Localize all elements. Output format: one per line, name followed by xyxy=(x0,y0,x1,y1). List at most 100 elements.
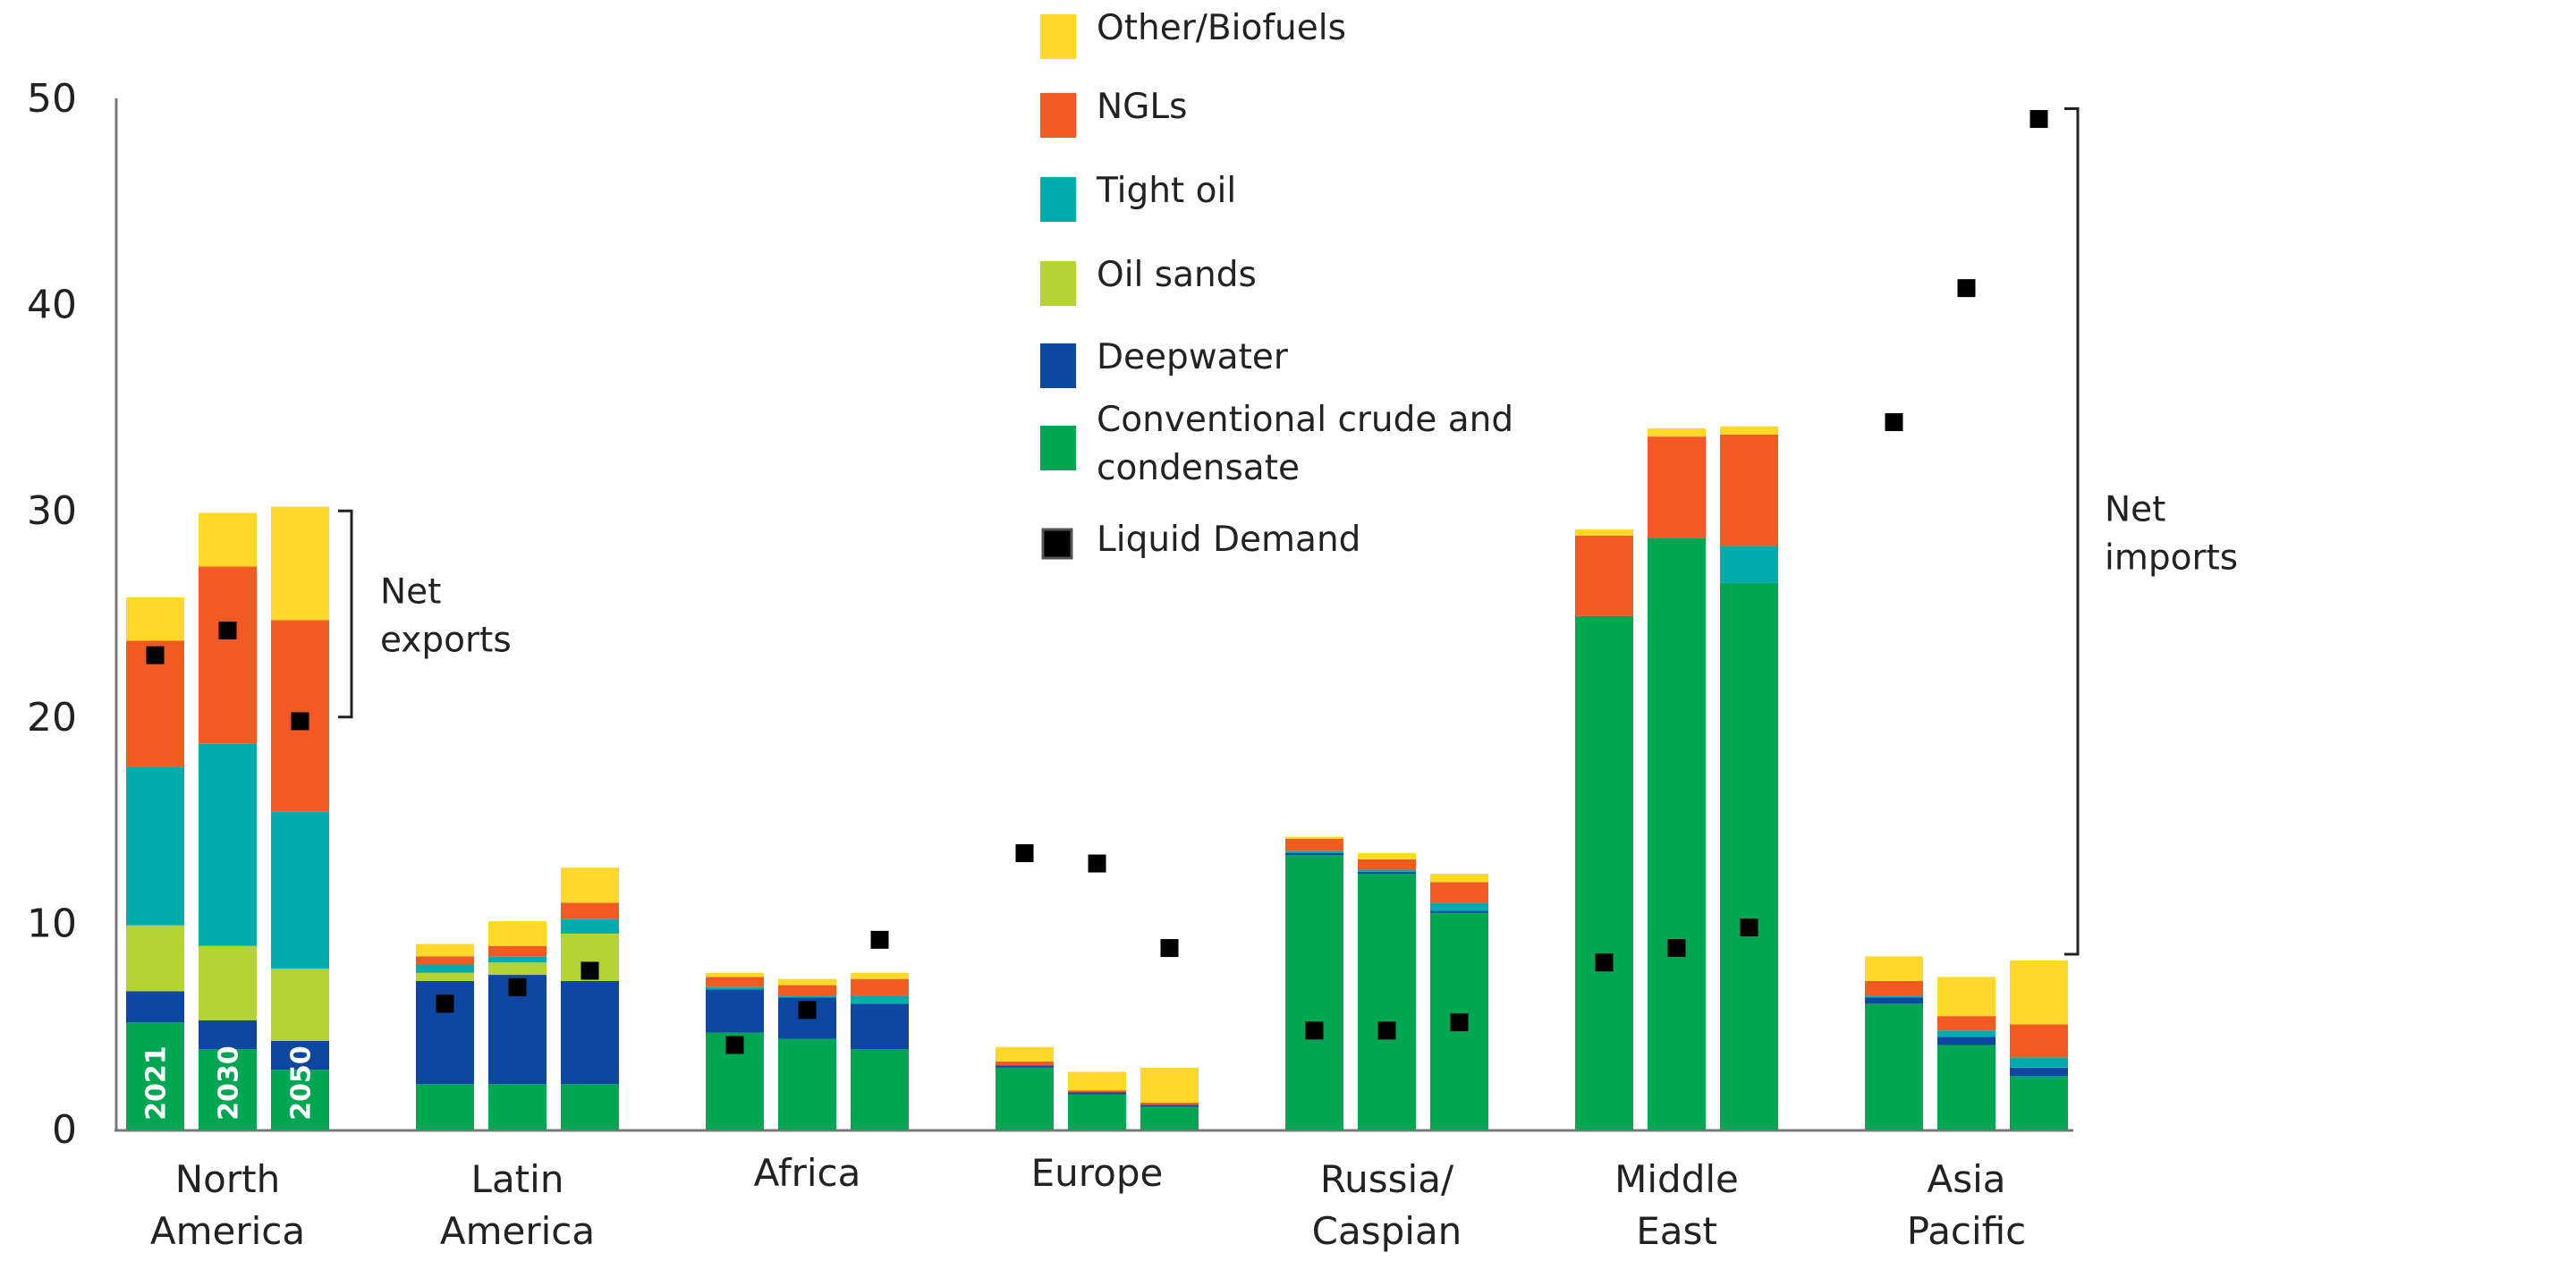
demand-marker xyxy=(291,712,309,731)
legend-swatch xyxy=(1040,426,1076,470)
bar-segment xyxy=(851,1049,909,1130)
bar-segment xyxy=(778,985,836,996)
bar-segment xyxy=(126,766,184,926)
y-tick-label: 30 xyxy=(27,488,77,534)
bar-segment xyxy=(1865,995,1923,998)
bar-segment xyxy=(851,972,909,979)
demand-marker xyxy=(798,1001,817,1020)
bar-segment xyxy=(1430,882,1488,903)
legend-swatch xyxy=(1040,261,1076,306)
category-label: Middle xyxy=(1614,1157,1739,1201)
demand-marker xyxy=(1740,918,1758,937)
bar-segment xyxy=(1430,874,1488,883)
category-label: Latin xyxy=(471,1157,564,1201)
bar-segment xyxy=(199,1020,257,1050)
annotation-label: Net xyxy=(380,572,441,613)
demand-marker xyxy=(1667,939,1686,958)
category-label: Europe xyxy=(1031,1151,1164,1195)
bar-segment xyxy=(1358,852,1416,859)
bar-segment xyxy=(561,1084,619,1130)
bar-segment xyxy=(1285,852,1343,856)
annotations: Net exports Net imports xyxy=(338,107,2238,956)
bar-segment xyxy=(199,566,257,744)
bar-segment xyxy=(488,1084,547,1130)
demand-marker xyxy=(1160,939,1179,958)
bar-segment xyxy=(126,925,184,992)
legend-label: Tight oil xyxy=(1096,171,1236,211)
bar-segment xyxy=(1720,426,1778,435)
bar-segment xyxy=(1140,1106,1199,1130)
category-label: Africa xyxy=(754,1151,861,1195)
bar-segment xyxy=(2010,1057,2068,1068)
demand-marker xyxy=(146,646,165,664)
bar-segment xyxy=(851,1003,909,1050)
legend-swatch xyxy=(1040,177,1076,222)
bar-segment xyxy=(488,956,547,963)
bar-segment xyxy=(2010,960,2068,1025)
bar-segment xyxy=(199,743,257,946)
bar-segment xyxy=(1068,1094,1126,1130)
bar-segment xyxy=(488,945,547,957)
bar-segment xyxy=(416,1084,474,1130)
legend-swatch xyxy=(1040,343,1076,388)
bar-segment xyxy=(271,969,329,1041)
bar-segment xyxy=(271,1040,329,1071)
bar-segment xyxy=(561,980,619,1085)
bar-segment xyxy=(1285,838,1343,851)
bar-segment xyxy=(2010,1024,2068,1058)
y-tick-label: 40 xyxy=(27,283,77,328)
bar-segment xyxy=(1865,997,1923,1004)
bar-segment xyxy=(1430,902,1488,911)
bar-segment xyxy=(488,921,547,946)
bar-segment xyxy=(1575,535,1633,616)
bar-segment xyxy=(1648,427,1706,437)
y-tick-label: 0 xyxy=(52,1107,77,1153)
bar-segment xyxy=(199,945,257,1020)
bar-segment xyxy=(1068,1071,1126,1091)
bar-segment xyxy=(778,978,836,986)
legend-label: Conventional crude and xyxy=(1097,400,1513,440)
bar-segment xyxy=(1937,1037,1996,1045)
bar-segment xyxy=(1140,1103,1199,1105)
bar-segment xyxy=(1068,1090,1126,1093)
bar-segment xyxy=(996,1065,1054,1068)
demand-marker xyxy=(725,1036,744,1054)
category-label: Pacific xyxy=(1907,1209,2027,1253)
annotation-label: exports xyxy=(380,621,512,661)
bar-segment xyxy=(416,944,474,957)
bar-segment xyxy=(1140,1104,1199,1107)
annotation-label: imports xyxy=(2105,537,2238,578)
bar-segment xyxy=(271,506,329,621)
bar-segment xyxy=(561,867,619,903)
annotation-bracket xyxy=(2064,107,2080,956)
year-label: 2050 xyxy=(286,1045,318,1121)
bar-segment xyxy=(1430,910,1488,913)
demand-marker xyxy=(436,994,454,1013)
legend-label: condensate xyxy=(1097,448,1300,488)
bar-segment xyxy=(1937,977,1996,1017)
annotation-bracket xyxy=(338,509,353,719)
demand-marker xyxy=(1885,413,1903,432)
bar-segment xyxy=(1720,582,1778,1130)
legend: Other/Biofuels NGLs Tight oil Oil sands Deep… xyxy=(1040,8,1513,560)
demand-marker xyxy=(1377,1021,1396,1040)
bar-segment xyxy=(778,995,836,998)
category-label: East xyxy=(1636,1209,1717,1253)
category-label: Asia xyxy=(1927,1157,2005,1201)
bar-segment xyxy=(706,977,764,987)
bar-segment xyxy=(1720,434,1778,546)
bar-segment xyxy=(996,1067,1054,1130)
legend-swatch xyxy=(1041,528,1073,560)
demand-marker xyxy=(2029,110,2048,129)
bar-segment xyxy=(1358,871,1416,875)
demand-marker xyxy=(1595,953,1614,972)
demand-marker xyxy=(1088,854,1106,873)
bar-segment xyxy=(1865,956,1923,981)
y-tick-label: 50 xyxy=(27,76,77,122)
year-label: 2030 xyxy=(214,1045,245,1121)
year-label: 2021 xyxy=(141,1045,173,1121)
legend-label: Other/Biofuels xyxy=(1097,8,1346,48)
demand-marker xyxy=(1305,1021,1324,1040)
